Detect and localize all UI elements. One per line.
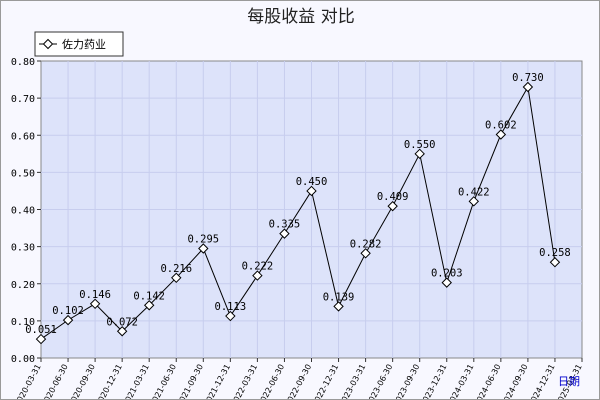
x-tick-label: 2021-12-31 (202, 363, 232, 399)
data-point (35, 333, 47, 345)
x-tick-label: 2020-12-31 (94, 363, 124, 399)
data-label: 0.072 (106, 316, 138, 328)
x-tick-label: 2024-06-30 (473, 363, 503, 399)
y-tick-label: 0.40 (11, 206, 35, 217)
y-tick-label: 0.50 (11, 168, 35, 179)
y-tick-label: 0.10 (11, 317, 35, 328)
data-label: 0.051 (25, 324, 57, 336)
data-point (171, 272, 182, 284)
data-label: 0.409 (377, 191, 409, 203)
y-tick-label: 0.60 (11, 131, 35, 142)
data-label: 0.730 (512, 72, 544, 84)
data-label: 0.113 (215, 301, 247, 313)
data-label: 0.450 (296, 176, 328, 188)
data-label: 0.139 (323, 291, 355, 303)
data-point (468, 196, 480, 207)
data-label: 0.146 (79, 289, 111, 301)
series-line (40, 85, 556, 340)
data-point (116, 326, 128, 337)
x-axis-name: 日期 (558, 375, 580, 388)
data-label: 0.142 (133, 290, 165, 302)
data-label: 0.422 (458, 186, 490, 198)
legend-label: 佐力药业 (62, 37, 106, 51)
data-point (441, 277, 452, 288)
chart-title: 每股收益 对比 (247, 7, 354, 27)
data-point (252, 270, 263, 281)
y-tick-label: 0.00 (11, 354, 35, 365)
data-point (495, 129, 507, 140)
data-label: 0.282 (350, 238, 382, 250)
x-tick-label: 2020-06-30 (40, 363, 70, 399)
data-label: 0.258 (539, 247, 571, 259)
series-group: 0.051 0.102 0.146 0.072 0.142 0.216 0.295 0.113… (25, 72, 571, 345)
data-point (414, 148, 425, 160)
data-point (549, 257, 561, 268)
data-label: 0.222 (242, 261, 274, 273)
data-point (522, 81, 534, 93)
x-tick-label: 2023-06-30 (365, 363, 395, 399)
x-tick-label: 2021-09-30 (175, 363, 205, 399)
x-tick-label: 2021-03-31 (121, 363, 151, 399)
grid-lines (41, 61, 582, 358)
data-label: 0.203 (431, 268, 463, 280)
x-tick-label: 2021-06-30 (148, 363, 178, 399)
y-tick-label: 0.80 (11, 57, 35, 68)
data-point (360, 248, 371, 259)
data-point (279, 228, 290, 239)
data-label: 0.602 (485, 120, 517, 132)
x-tick-label: 2023-12-31 (419, 363, 449, 399)
x-axis: 2020-03-312020-06-302020-09-302020-12-31… (13, 358, 584, 399)
y-axis: 0.00 0.10 0.20 0.30 0.40 0.50 0.60 0.70 0.80 (11, 57, 41, 365)
legend-marker-icon (42, 38, 54, 50)
x-tick-label: 2020-03-31 (13, 363, 43, 399)
data-label: 0.550 (404, 139, 436, 151)
data-point (387, 200, 398, 212)
y-tick-label: 0.20 (11, 280, 35, 291)
legend: 佐力药业 (34, 31, 124, 57)
data-label: 0.216 (160, 263, 192, 275)
y-tick-label: 0.30 (11, 243, 35, 254)
x-tick-label: 2022-03-31 (229, 363, 259, 399)
data-point (225, 310, 236, 322)
x-tick-label: 2023-09-30 (392, 363, 422, 399)
data-label: 0.335 (269, 219, 301, 231)
data-point (89, 298, 101, 310)
data-label: 0.102 (52, 305, 84, 317)
x-tick-label: 2024-12-31 (527, 363, 557, 399)
data-point (143, 300, 155, 311)
x-tick-label: 2023-03-31 (338, 363, 368, 399)
y-tick-label: 0.70 (11, 94, 35, 105)
x-tick-label: 2020-09-30 (67, 363, 97, 399)
x-tick-label: 2024-03-31 (446, 363, 476, 399)
data-point (198, 243, 209, 254)
data-point (306, 185, 317, 197)
x-tick-label: 2022-09-30 (283, 363, 313, 399)
x-tick-label: 2024-09-30 (500, 363, 530, 399)
data-point (62, 314, 74, 326)
data-label: 0.295 (187, 233, 219, 245)
x-tick-label: 2022-12-31 (311, 363, 341, 399)
x-tick-label: 2022-06-30 (256, 363, 286, 399)
data-point (333, 301, 344, 312)
